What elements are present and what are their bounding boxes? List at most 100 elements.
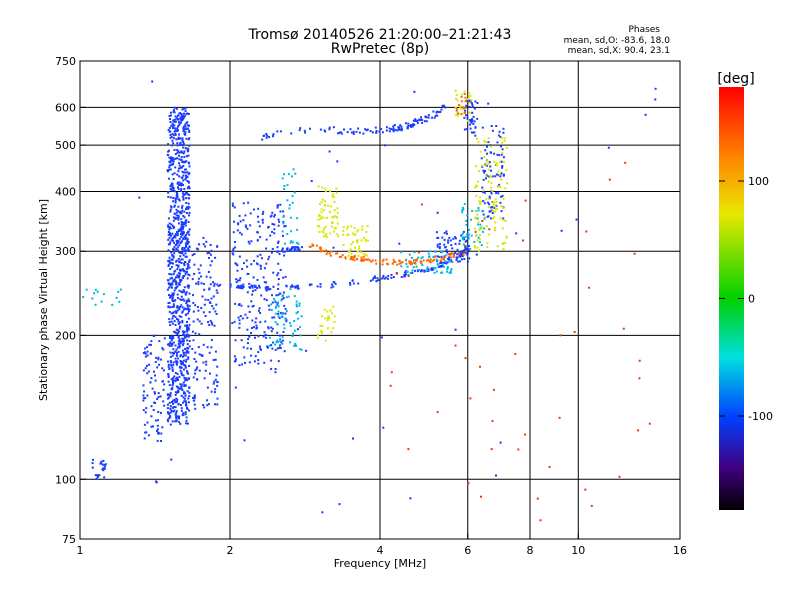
echo-point [257, 207, 260, 210]
echo-point [274, 312, 277, 315]
echo-point [309, 127, 311, 130]
echo-point [463, 258, 466, 260]
echo-point [182, 107, 185, 110]
echo-point [245, 226, 248, 228]
x-tick-label: 4 [377, 544, 384, 557]
echo-point [450, 268, 453, 271]
echo-point [187, 264, 190, 267]
echo-point [282, 250, 285, 253]
echo-point [155, 356, 158, 359]
echo-point [467, 100, 470, 103]
echo-point [235, 263, 238, 266]
echo-point [490, 182, 493, 185]
echo-point [172, 134, 175, 137]
echo-point [180, 268, 183, 271]
echo-point [437, 263, 440, 266]
echo-point [144, 352, 147, 355]
echo-point [180, 112, 183, 115]
echo-point [229, 285, 232, 288]
echo-point [291, 285, 294, 288]
echo-point [183, 112, 185, 115]
echo-point [388, 127, 391, 130]
echo-point [196, 366, 199, 369]
echo-point [188, 284, 191, 287]
echo-point [174, 166, 177, 169]
echo-point [487, 168, 490, 171]
echo-point [188, 246, 191, 249]
y-tick-label: 200 [55, 329, 76, 342]
echo-point [492, 388, 495, 391]
echo-point [174, 118, 177, 121]
colorbar-tick-label: 100 [748, 175, 769, 188]
echo-point [236, 286, 238, 289]
echo-point [396, 129, 399, 132]
echo-point [300, 315, 303, 318]
echo-point [232, 253, 235, 256]
echo-point [469, 397, 472, 400]
echo-point [177, 167, 180, 170]
echo-point [277, 288, 280, 290]
echo-point [171, 352, 174, 354]
echo-point [238, 255, 241, 258]
echo-point [265, 336, 268, 339]
echo-point [173, 190, 176, 193]
echo-point [170, 339, 173, 342]
echo-point [392, 130, 395, 133]
echo-point [180, 233, 183, 236]
echo-point [172, 410, 175, 413]
echo-point [185, 308, 188, 311]
echo-point [200, 322, 203, 325]
echo-point [430, 267, 433, 270]
chart-title: Tromsø 20140526 21:20:00–21:21:43 [248, 27, 512, 43]
echo-point [175, 312, 178, 314]
echo-point [179, 360, 182, 362]
echo-point [174, 360, 177, 363]
echo-point [142, 369, 145, 372]
echo-point [493, 205, 495, 208]
echo-point [175, 354, 178, 357]
echo-point [172, 303, 175, 306]
echo-point [183, 262, 186, 265]
echo-point [477, 220, 480, 223]
echo-point [429, 261, 432, 264]
echo-point [173, 252, 176, 255]
echo-point [187, 298, 190, 301]
echo-point [173, 149, 176, 151]
echo-point [170, 458, 173, 461]
echo-point [181, 268, 184, 271]
echo-point [168, 126, 171, 129]
echo-point [436, 211, 439, 214]
echo-point [448, 271, 451, 274]
echo-point [174, 357, 177, 360]
echo-point [277, 293, 280, 296]
echo-point [186, 193, 189, 196]
echo-point [170, 320, 173, 323]
echo-point [182, 333, 184, 336]
echo-point [181, 413, 184, 416]
echo-point [103, 463, 106, 466]
echo-point [424, 115, 427, 118]
echo-point [466, 260, 469, 263]
echo-point [177, 121, 180, 124]
echo-point [468, 105, 471, 108]
echo-point [242, 219, 245, 222]
echo-point [487, 215, 490, 218]
echo-point [378, 130, 381, 133]
echo-point [277, 224, 280, 227]
echo-point [426, 259, 428, 262]
echo-point [462, 243, 465, 246]
echo-point [171, 384, 174, 387]
echo-point [167, 365, 170, 368]
echo-point [263, 331, 266, 334]
echo-point [465, 223, 468, 226]
echo-point [466, 214, 469, 217]
echo-point [186, 176, 189, 178]
echo-point [249, 212, 252, 215]
echo-point [184, 249, 187, 252]
echo-point [182, 174, 185, 177]
echo-point [171, 139, 174, 142]
echo-point [234, 241, 236, 243]
echo-point [237, 316, 240, 319]
echo-point [300, 348, 303, 351]
